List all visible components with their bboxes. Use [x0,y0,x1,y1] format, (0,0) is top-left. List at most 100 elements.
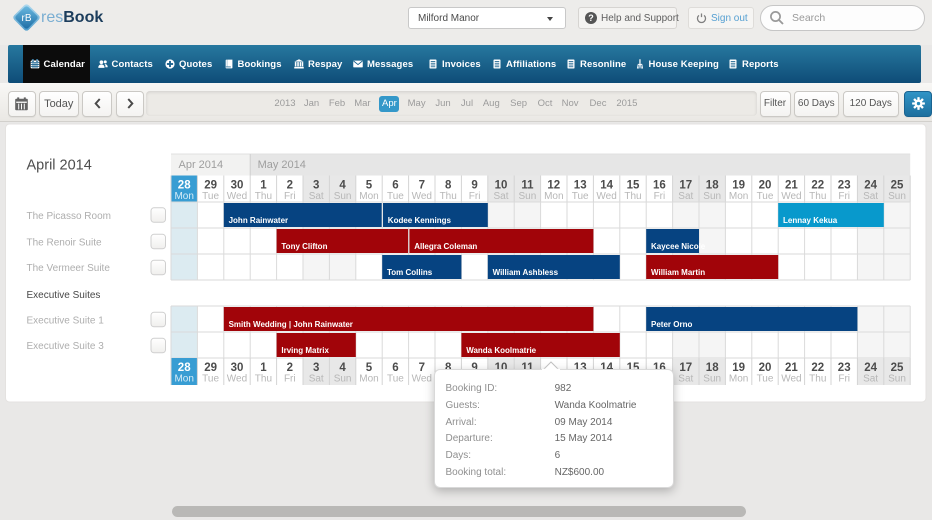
svg-text:Wed: Wed [227,191,247,202]
svg-text:10: 10 [495,179,508,191]
svg-text:April 2014: April 2014 [27,158,92,174]
svg-text:17: 17 [679,179,692,191]
svg-text:24: 24 [864,179,877,191]
svg-text:3: 3 [313,179,319,191]
svg-text:Sat: Sat [863,191,878,202]
svg-text:9: 9 [471,179,477,191]
svg-text:Wed: Wed [781,191,801,202]
svg-text:5: 5 [366,362,373,374]
svg-text:The Vermeer Suite: The Vermeer Suite [27,263,111,274]
svg-text:4: 4 [339,179,346,191]
svg-text:Sat: Sat [309,191,324,202]
svg-text:Mon: Mon [544,191,563,202]
svg-text:7: 7 [419,179,425,191]
svg-text:Tue: Tue [202,373,219,384]
svg-text:Sat: Sat [309,373,324,384]
svg-text:8: 8 [445,179,452,191]
svg-text:18: 18 [706,179,719,191]
svg-text:28: 28 [178,179,191,191]
svg-text:Peter Orno: Peter Orno [651,320,692,329]
svg-text:Sat: Sat [678,373,693,384]
svg-text:Kodee Kennings: Kodee Kennings [388,216,452,225]
svg-text:9: 9 [471,362,477,374]
svg-text:2: 2 [287,179,293,191]
svg-text:William Ashbless: William Ashbless [493,268,559,277]
svg-text:Tue: Tue [387,191,404,202]
svg-text:25: 25 [891,362,904,374]
svg-text:19: 19 [732,179,745,191]
svg-text:Tue: Tue [572,191,589,202]
svg-text:Executive Suites: Executive Suites [27,290,101,301]
svg-text:21: 21 [785,362,798,374]
svg-text:21: 21 [785,179,798,191]
svg-text:Wed: Wed [412,191,432,202]
svg-text:Sun: Sun [703,373,721,384]
svg-text:22: 22 [811,362,824,374]
svg-text:Smith Wedding | John Rainwater: Smith Wedding | John Rainwater [229,320,353,329]
svg-text:13: 13 [574,179,587,191]
svg-text:7: 7 [419,362,425,374]
svg-text:Thu: Thu [809,191,826,202]
svg-text:Wanda Koolmatrie: Wanda Koolmatrie [466,346,536,355]
svg-text:4: 4 [339,362,346,374]
svg-text:Sat: Sat [863,373,878,384]
svg-text:2: 2 [287,362,293,374]
svg-text:3: 3 [313,362,319,374]
svg-text:Mon: Mon [729,373,748,384]
svg-text:8: 8 [445,362,452,374]
svg-text:20: 20 [759,179,772,191]
svg-text:Fri: Fri [284,191,296,202]
svg-text:25: 25 [891,179,904,191]
svg-text:1: 1 [260,362,267,374]
svg-text:Mon: Mon [174,191,193,202]
svg-text:Thu: Thu [809,373,826,384]
svg-text:Apr 2014: Apr 2014 [179,159,224,171]
svg-text:Thu: Thu [624,191,641,202]
svg-text:6: 6 [392,362,398,374]
svg-text:Tue: Tue [387,373,404,384]
svg-text:Lennay Kekua: Lennay Kekua [783,216,838,225]
svg-text:Allegra Coleman: Allegra Coleman [414,242,477,251]
svg-text:23: 23 [838,362,851,374]
svg-text:Fri: Fri [469,191,481,202]
svg-text:Irving Matrix: Irving Matrix [281,346,329,355]
svg-text:Fri: Fri [838,191,850,202]
svg-text:6: 6 [392,179,398,191]
svg-text:5: 5 [366,179,373,191]
svg-text:Sun: Sun [334,373,352,384]
svg-text:19: 19 [732,362,745,374]
svg-text:11: 11 [521,179,534,191]
svg-text:17: 17 [679,362,692,374]
svg-text:20: 20 [759,362,772,374]
svg-text:Fri: Fri [654,191,666,202]
svg-text:Fri: Fri [284,373,296,384]
svg-text:Thu: Thu [440,191,457,202]
svg-text:Mon: Mon [174,373,193,384]
svg-text:12: 12 [547,179,560,191]
svg-text:Tony Clifton: Tony Clifton [281,242,327,251]
svg-text:Mon: Mon [359,191,378,202]
svg-text:24: 24 [864,362,877,374]
svg-text:Sun: Sun [703,191,721,202]
svg-text:Sun: Sun [888,373,906,384]
svg-text:14: 14 [600,179,613,191]
svg-text:29: 29 [204,179,217,191]
svg-text:Wed: Wed [596,191,616,202]
svg-text:Wed: Wed [781,373,801,384]
svg-text:rB: rB [22,13,32,24]
svg-text:28: 28 [178,362,191,374]
svg-text:The Renoir Suite: The Renoir Suite [27,237,102,248]
svg-text:Tue: Tue [757,191,774,202]
svg-text:Wed: Wed [412,373,432,384]
svg-text:29: 29 [204,362,217,374]
svg-text:Sat: Sat [678,191,693,202]
svg-text:30: 30 [231,179,244,191]
svg-text:Executive Suite 1: Executive Suite 1 [27,315,105,326]
svg-text:16: 16 [653,179,666,191]
svg-text:1: 1 [260,179,267,191]
svg-text:23: 23 [838,179,851,191]
svg-text:Fri: Fri [838,373,850,384]
svg-text:Mon: Mon [729,191,748,202]
svg-text:18: 18 [706,362,719,374]
svg-text:Sun: Sun [334,191,352,202]
